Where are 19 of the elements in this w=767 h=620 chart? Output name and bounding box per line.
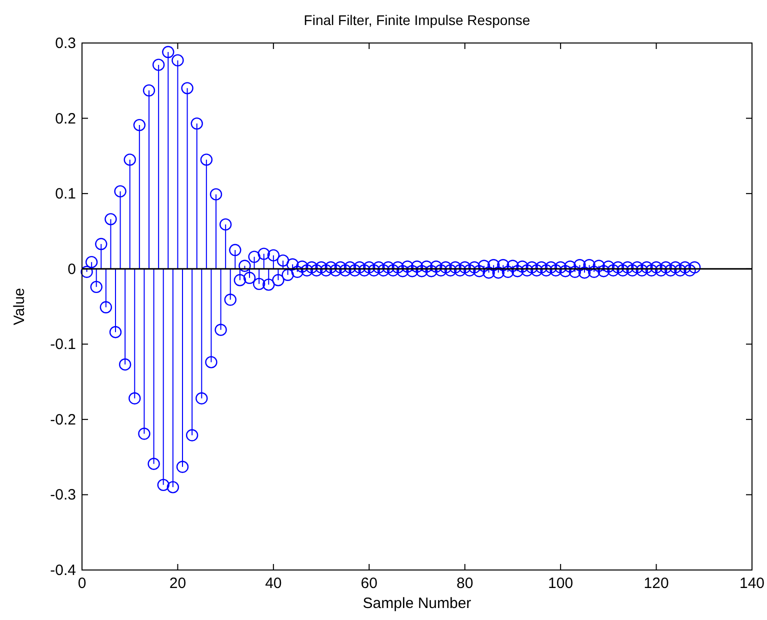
y-tick-label: 0.3 bbox=[55, 35, 76, 52]
x-tick-label: 40 bbox=[265, 575, 282, 592]
x-axis-title: Sample Number bbox=[362, 595, 472, 612]
x-tick-label: 120 bbox=[644, 575, 669, 592]
chart-title: Final Filter, Finite Impulse Response bbox=[304, 12, 530, 28]
x-tick-label: 60 bbox=[360, 575, 378, 592]
y-tick-label: 0.1 bbox=[55, 186, 76, 203]
x-tick-label: 100 bbox=[548, 575, 574, 592]
y-tick-label: 0 bbox=[68, 260, 76, 278]
y-tick-label: -0.4 bbox=[50, 562, 76, 579]
x-tick-label: 80 bbox=[456, 575, 474, 592]
x-tick-label: 140 bbox=[739, 575, 765, 592]
y-tick-label: -0.2 bbox=[50, 411, 76, 428]
y-axis-title: Value bbox=[11, 288, 28, 326]
y-tick-label: 0.2 bbox=[55, 110, 76, 128]
x-tick-label: 20 bbox=[169, 575, 186, 592]
y-tick-label: -0.1 bbox=[50, 336, 76, 354]
x-tick-label: 0 bbox=[78, 575, 86, 592]
y-tick-label: -0.3 bbox=[50, 486, 76, 504]
